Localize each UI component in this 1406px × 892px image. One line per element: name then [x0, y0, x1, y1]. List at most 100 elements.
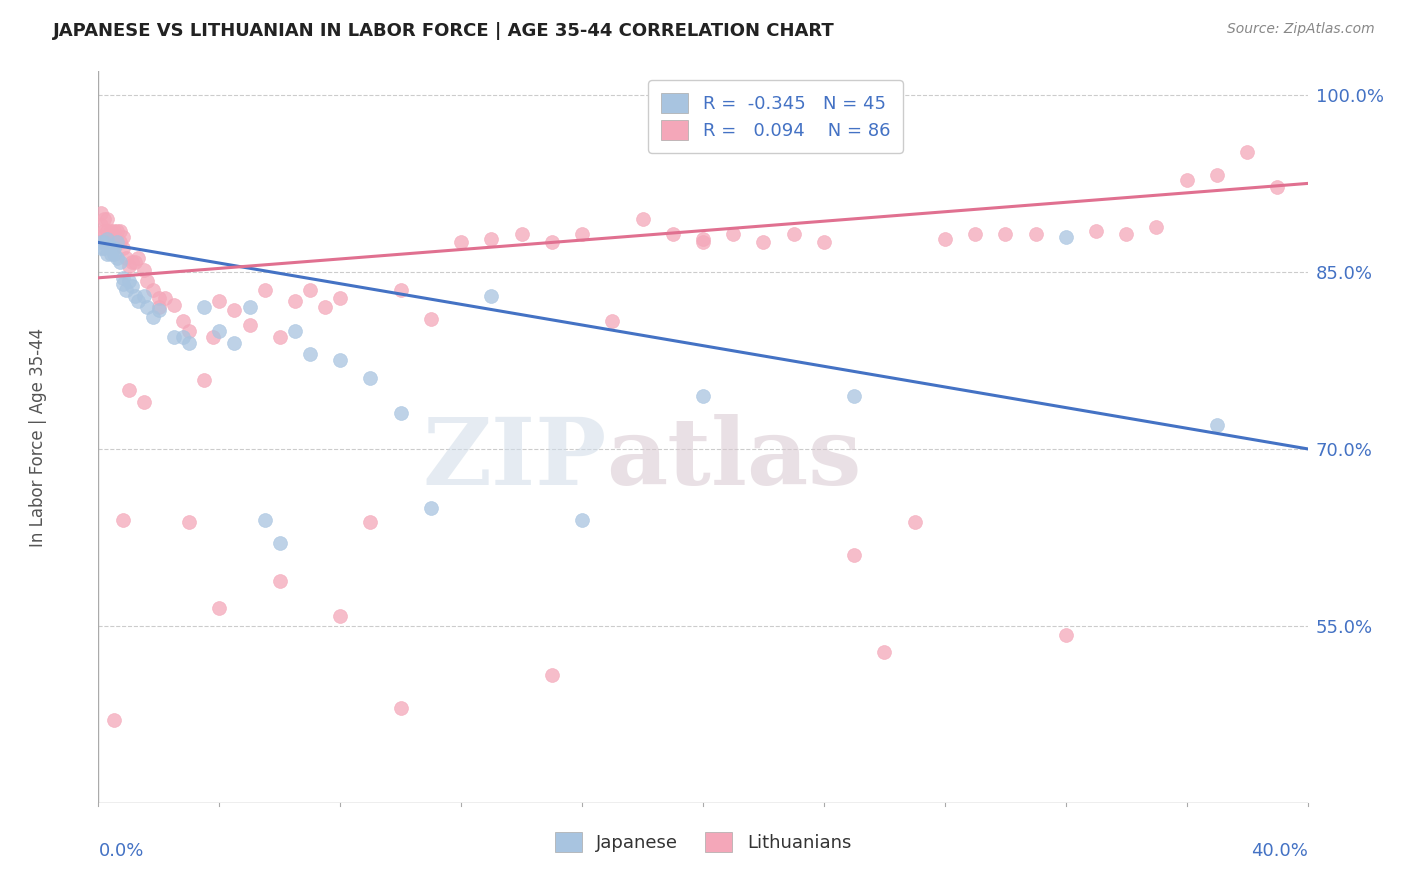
- Point: [904, 515, 927, 529]
- Point: [360, 371, 382, 385]
- Point: [1236, 145, 1258, 159]
- Point: [103, 235, 125, 250]
- Point: [172, 330, 194, 344]
- Point: [602, 314, 624, 328]
- Point: [148, 302, 170, 317]
- Text: JAPANESE VS LITHUANIAN IN LABOR FORCE | AGE 35-44 CORRELATION CHART: JAPANESE VS LITHUANIAN IN LABOR FORCE | …: [53, 22, 835, 40]
- Point: [420, 312, 443, 326]
- Point: [1267, 180, 1289, 194]
- Point: [103, 224, 125, 238]
- Point: [1054, 229, 1077, 244]
- Point: [934, 232, 956, 246]
- Point: [90, 218, 112, 232]
- Point: [193, 374, 215, 388]
- Point: [179, 335, 201, 350]
- Point: [329, 291, 352, 305]
- Point: [135, 274, 157, 288]
- Point: [208, 601, 231, 615]
- Legend: Japanese, Lithuanians: Japanese, Lithuanians: [547, 825, 859, 860]
- Point: [105, 251, 128, 265]
- Point: [314, 301, 336, 315]
- Point: [1175, 173, 1198, 187]
- Text: atlas: atlas: [606, 414, 862, 504]
- Point: [239, 318, 262, 332]
- Point: [111, 229, 134, 244]
- Point: [752, 235, 775, 250]
- Point: [253, 283, 276, 297]
- Point: [127, 251, 149, 265]
- Point: [100, 241, 122, 255]
- Point: [148, 301, 170, 315]
- Point: [1206, 168, 1229, 182]
- Point: [135, 301, 157, 315]
- Point: [118, 259, 141, 273]
- Point: [224, 302, 246, 317]
- Point: [965, 227, 987, 242]
- Point: [692, 235, 714, 250]
- Point: [132, 262, 155, 277]
- Point: [148, 291, 170, 305]
- Point: [179, 324, 201, 338]
- Point: [105, 224, 128, 238]
- Point: [1115, 227, 1137, 242]
- Point: [692, 389, 714, 403]
- Point: [269, 330, 291, 344]
- Point: [994, 227, 1017, 242]
- Point: [96, 211, 118, 226]
- Point: [299, 283, 322, 297]
- Point: [329, 353, 352, 368]
- Point: [239, 301, 262, 315]
- Point: [124, 288, 146, 302]
- Point: [389, 407, 412, 421]
- Point: [114, 251, 136, 265]
- Point: [96, 247, 118, 261]
- Point: [90, 241, 112, 255]
- Point: [142, 310, 165, 324]
- Point: [118, 383, 141, 397]
- Point: [114, 283, 136, 297]
- Point: [172, 314, 194, 328]
- Point: [93, 235, 115, 250]
- Point: [132, 394, 155, 409]
- Point: [540, 235, 562, 250]
- Point: [111, 241, 134, 255]
- Point: [1054, 628, 1077, 642]
- Point: [100, 235, 122, 250]
- Point: [163, 330, 186, 344]
- Point: [1024, 227, 1046, 242]
- Point: [844, 389, 866, 403]
- Point: [111, 270, 134, 285]
- Point: [103, 247, 125, 261]
- Point: [103, 713, 125, 727]
- Point: [389, 701, 412, 715]
- Point: [142, 283, 165, 297]
- Point: [100, 224, 122, 238]
- Point: [153, 291, 176, 305]
- Point: [90, 206, 112, 220]
- Point: [93, 235, 115, 250]
- Point: [96, 235, 118, 250]
- Point: [510, 227, 533, 242]
- Point: [360, 515, 382, 529]
- Point: [90, 235, 112, 250]
- Point: [783, 227, 806, 242]
- Point: [96, 224, 118, 238]
- Point: [844, 548, 866, 562]
- Point: [100, 247, 122, 261]
- Point: [124, 255, 146, 269]
- Point: [111, 513, 134, 527]
- Point: [127, 294, 149, 309]
- Point: [299, 347, 322, 361]
- Point: [1085, 224, 1108, 238]
- Text: ZIP: ZIP: [422, 414, 606, 504]
- Point: [105, 235, 128, 250]
- Point: [571, 227, 593, 242]
- Point: [121, 255, 143, 269]
- Point: [121, 279, 143, 293]
- Point: [481, 232, 503, 246]
- Point: [269, 574, 291, 588]
- Point: [1144, 220, 1167, 235]
- Point: [631, 211, 654, 226]
- Point: [450, 235, 472, 250]
- Point: [692, 232, 714, 246]
